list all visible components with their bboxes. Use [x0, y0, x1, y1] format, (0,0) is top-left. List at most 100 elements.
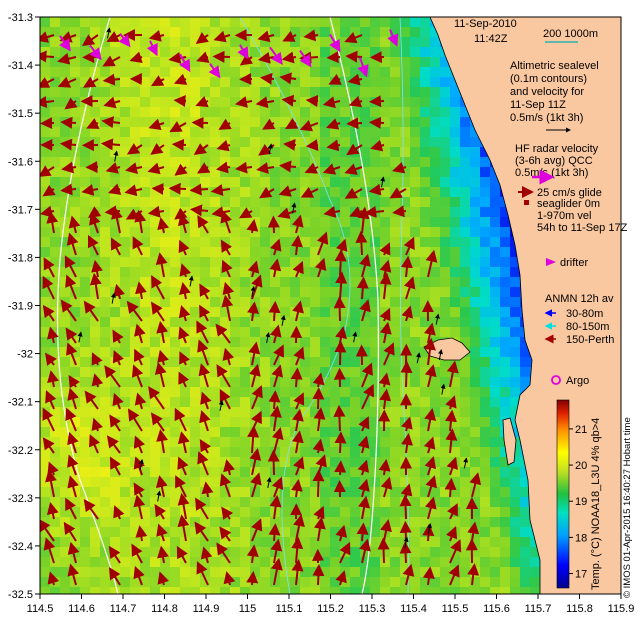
sst-cell: [170, 237, 180, 247]
sst-cell: [100, 417, 110, 427]
sst-cell: [60, 197, 70, 207]
sst-cell: [390, 447, 400, 457]
sst-cell: [250, 47, 260, 57]
sst-cell: [440, 317, 450, 327]
sst-cell: [50, 187, 60, 197]
hf-velocity-arrow: [63, 521, 77, 542]
sst-cell: [510, 497, 520, 507]
hf-velocity-arrow: [43, 257, 55, 278]
sst-cell: [200, 197, 210, 207]
sst-cell: [350, 447, 360, 457]
altimetry-arrow: [463, 457, 469, 469]
sst-cell: [440, 217, 450, 227]
sst-cell: [470, 207, 480, 217]
hf-velocity-arrow: [195, 32, 209, 44]
sst-cell: [370, 317, 380, 327]
sst-cell: [200, 127, 210, 137]
hf-velocity-arrow: [81, 184, 99, 196]
hf-velocity-arrow: [314, 257, 327, 278]
sst-cell: [310, 317, 320, 327]
sst-cell: [120, 327, 130, 337]
sst-cell: [460, 397, 470, 407]
sst-cell: [510, 407, 520, 417]
hf-velocity-arrow: [199, 409, 211, 432]
sst-cell: [500, 257, 510, 267]
sst-cell: [100, 237, 110, 247]
hf-velocity-arrow: [148, 118, 165, 131]
sst-cell: [240, 337, 250, 347]
sst-cell: [480, 447, 490, 457]
sst-cell: [370, 387, 380, 397]
sst-cell: [390, 237, 400, 247]
sst-cell: [300, 357, 310, 367]
hf-radar-arrow: [329, 33, 341, 53]
sst-cell: [300, 247, 310, 257]
velocity-arrows: [40, 27, 482, 586]
altimetry-arrow: [415, 352, 421, 364]
sst-cell: [340, 557, 350, 567]
sst-cell: [370, 547, 380, 557]
sst-cell: [70, 497, 80, 507]
sst-cell: [150, 567, 160, 577]
sst-cell: [230, 447, 240, 457]
sst-cell: [340, 507, 350, 517]
sst-cell: [150, 427, 160, 437]
sst-cell: [300, 457, 310, 467]
sst-cell: [210, 357, 220, 367]
hf-velocity-arrow: [156, 523, 168, 542]
sst-cell: [320, 27, 330, 37]
sst-cell: [170, 367, 180, 377]
sst-cell: [320, 397, 330, 407]
sst-cell: [50, 67, 60, 77]
sst-cell: [60, 237, 70, 247]
sst-cell: [420, 507, 430, 517]
sst-cell: [160, 57, 170, 67]
sst-cell: [240, 357, 250, 367]
sst-cell: [60, 177, 70, 187]
sst-cell: [130, 227, 140, 237]
hf-velocity-arrow: [110, 237, 122, 256]
sst-cell: [40, 317, 50, 327]
sst-cell: [270, 177, 280, 187]
sst-cell: [150, 247, 160, 257]
sst-cell: [170, 47, 180, 57]
sst-cell: [80, 527, 90, 537]
sst-cell: [310, 227, 320, 237]
sst-cell: [330, 237, 340, 247]
sst-cell: [440, 457, 450, 467]
sst-cell: [60, 537, 70, 547]
sst-cell: [100, 527, 110, 537]
sst-cell: [430, 557, 440, 567]
sst-cell: [360, 187, 370, 197]
sst-cell: [420, 447, 430, 457]
sst-cell: [320, 537, 330, 547]
sst-cell: [160, 47, 170, 57]
sst-cell: [200, 187, 210, 197]
glider-line4: 54h to 11-Sep 17Z: [537, 222, 628, 234]
sst-cell: [400, 107, 410, 117]
sst-cell: [350, 397, 360, 407]
sst-cell: [340, 57, 350, 67]
sst-cell: [370, 177, 380, 187]
sst-cell: [440, 557, 450, 567]
sst-cell: [80, 577, 90, 587]
sst-cell: [180, 587, 190, 594]
sst-cell: [410, 397, 420, 407]
sst-cell: [440, 487, 450, 497]
sst-cell: [320, 347, 330, 357]
sst-cell: [410, 587, 420, 594]
sst-cell: [160, 297, 170, 307]
argo-icon: [551, 375, 561, 385]
hf-velocity-arrow: [444, 477, 457, 498]
sst-cell: [80, 287, 90, 297]
sst-cell: [140, 557, 150, 567]
sst-cell: [330, 107, 340, 117]
sst-cell: [210, 287, 220, 297]
sst-cell: [440, 407, 450, 417]
sst-cell: [280, 537, 290, 547]
sst-cell: [350, 87, 360, 97]
sst-cell: [140, 387, 150, 397]
sst-cell: [240, 87, 250, 97]
sst-cell: [50, 337, 60, 347]
sst-cell: [450, 487, 460, 497]
